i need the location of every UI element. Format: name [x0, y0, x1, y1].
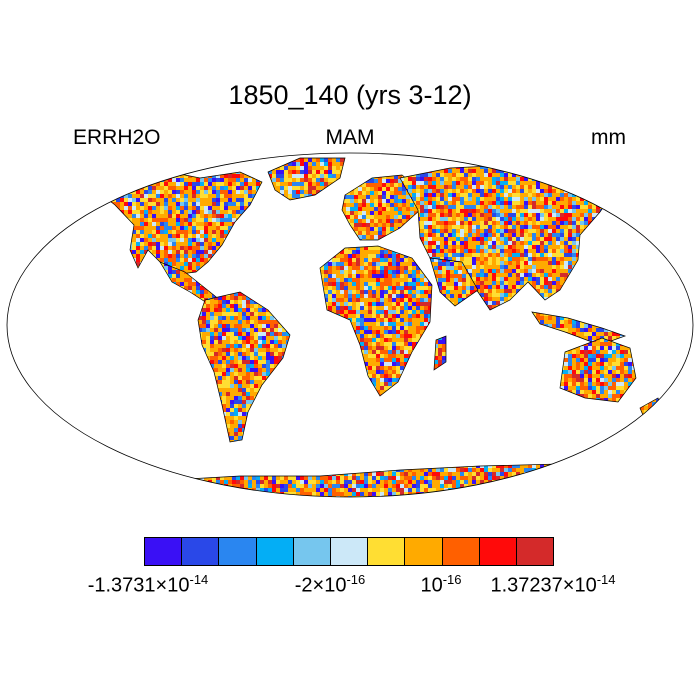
colorbar-box-6: [368, 538, 406, 565]
land-asia: [399, 164, 616, 311]
colorbar-box-0: [145, 538, 183, 565]
colorbar-label-pos-small: 10-16: [420, 572, 462, 597]
season-label: MAM: [325, 126, 375, 149]
colorbar-box-4: [293, 538, 331, 565]
units-label: mm: [591, 126, 626, 149]
colorbar-box-2: [219, 538, 257, 565]
variable-label: ERRH2O: [73, 126, 161, 149]
land-data-field: [95, 157, 663, 497]
colorbar-box-5: [330, 538, 369, 565]
land-new-zealand: [639, 397, 663, 421]
map-boundary: [6, 152, 694, 498]
colorbar-box-8: [442, 538, 480, 565]
colorbar-label-min: -1.3731×10-14: [87, 572, 209, 597]
map-title: 1850_140 (yrs 3-12): [228, 80, 472, 110]
colorbar-box-1: [182, 538, 220, 565]
land-south-america: [197, 291, 291, 443]
colorbar-label-neg-small: -2×10-16: [294, 572, 366, 597]
land-africa: [319, 245, 433, 397]
colorbar-box-9: [479, 538, 517, 565]
colorbar-box-3: [256, 538, 294, 565]
land-greenland: [267, 157, 346, 201]
colorbar: [144, 537, 554, 566]
colorbar-box-7: [405, 538, 443, 565]
colorbar-label-max: 1.37237×10-14: [490, 572, 616, 597]
colorbar-box-10: [516, 538, 554, 565]
land-australia: [559, 337, 637, 403]
land-madagascar: [433, 335, 447, 371]
land-north-america: [95, 169, 263, 276]
